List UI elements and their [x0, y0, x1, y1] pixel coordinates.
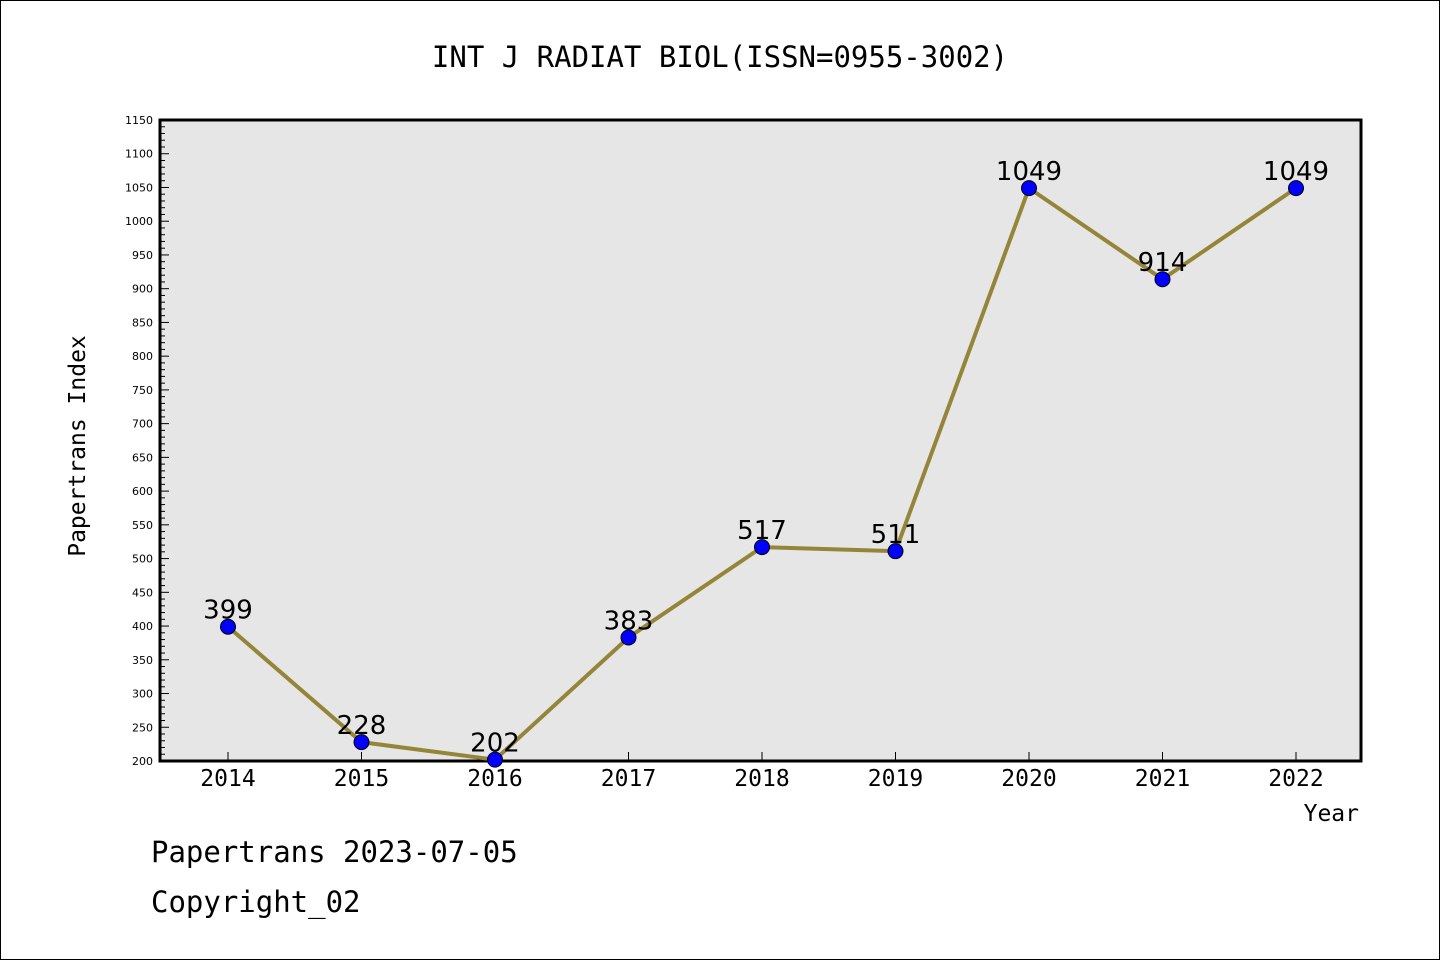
y-tick-label: 750 [132, 384, 153, 397]
plot-area [158, 118, 1363, 763]
data-label: 511 [871, 520, 921, 550]
x-tick-label: 2019 [868, 766, 923, 792]
data-point [353, 734, 370, 751]
y-tick-label: 850 [132, 316, 153, 329]
data-point [754, 539, 770, 556]
x-tick-label: 2014 [200, 766, 255, 792]
data-point [1154, 271, 1171, 288]
chart-title: INT J RADIAT BIOL(ISSN=0955-3002) [432, 40, 1008, 74]
data-label: 1049 [996, 157, 1062, 187]
y-tick-label: 400 [132, 620, 153, 633]
y-tick-label: 450 [132, 586, 153, 599]
data-point [1021, 180, 1037, 197]
data-point [220, 618, 236, 635]
x-tick-label: 2018 [734, 766, 789, 792]
y-tick-label: 200 [132, 755, 153, 768]
y-tick-label: 1000 [125, 215, 153, 228]
y-tick-label: 1050 [125, 181, 153, 194]
x-tick-label: 2022 [1268, 766, 1323, 792]
y-tick-label: 900 [132, 283, 153, 296]
x-tick-label: 2020 [1001, 766, 1056, 792]
y-tick-label: 500 [132, 553, 153, 566]
data-label: 517 [737, 516, 787, 546]
y-tick-label: 650 [132, 451, 153, 464]
y-axis-label: Papertrans Index [65, 335, 91, 557]
y-tick-label: 550 [132, 519, 153, 532]
y-axis: 200 250 300 350 400 450 500 550 600 650 700 750 800 8… [125, 114, 169, 768]
x-tick-label: 2016 [467, 766, 522, 792]
x-axis-label: Year [1304, 801, 1359, 827]
data-label: 383 [604, 607, 654, 637]
series-layer: 399 228 202 383 517 511 1049 914 1049 [203, 157, 1329, 768]
x-tick-label: 2017 [601, 766, 656, 792]
y-tick-label: 250 [132, 721, 153, 734]
x-tick-label: 2015 [334, 766, 389, 792]
footer-copyright: Copyright_02 [151, 885, 361, 919]
data-label: 914 [1138, 248, 1188, 278]
footer-date: Papertrans 2023-07-05 [151, 835, 518, 869]
y-tick-label: 700 [132, 418, 153, 431]
y-tick-label: 600 [132, 485, 153, 498]
y-tick-label: 350 [132, 654, 153, 667]
data-point [620, 629, 637, 646]
data-label: 202 [470, 729, 520, 759]
data-label: 228 [337, 711, 387, 741]
data-point [1288, 180, 1304, 197]
y-tick-label: 950 [132, 249, 153, 262]
x-tick-label: 2021 [1135, 766, 1190, 792]
data-label: 399 [203, 596, 253, 626]
y-tick-label: 1150 [125, 114, 153, 127]
y-tick-label: 800 [132, 350, 153, 363]
data-point [887, 543, 904, 560]
data-label: 1049 [1263, 157, 1329, 187]
y-tick-label: 300 [132, 688, 153, 701]
y-tick-label: 1100 [125, 148, 153, 161]
data-point [487, 751, 503, 768]
